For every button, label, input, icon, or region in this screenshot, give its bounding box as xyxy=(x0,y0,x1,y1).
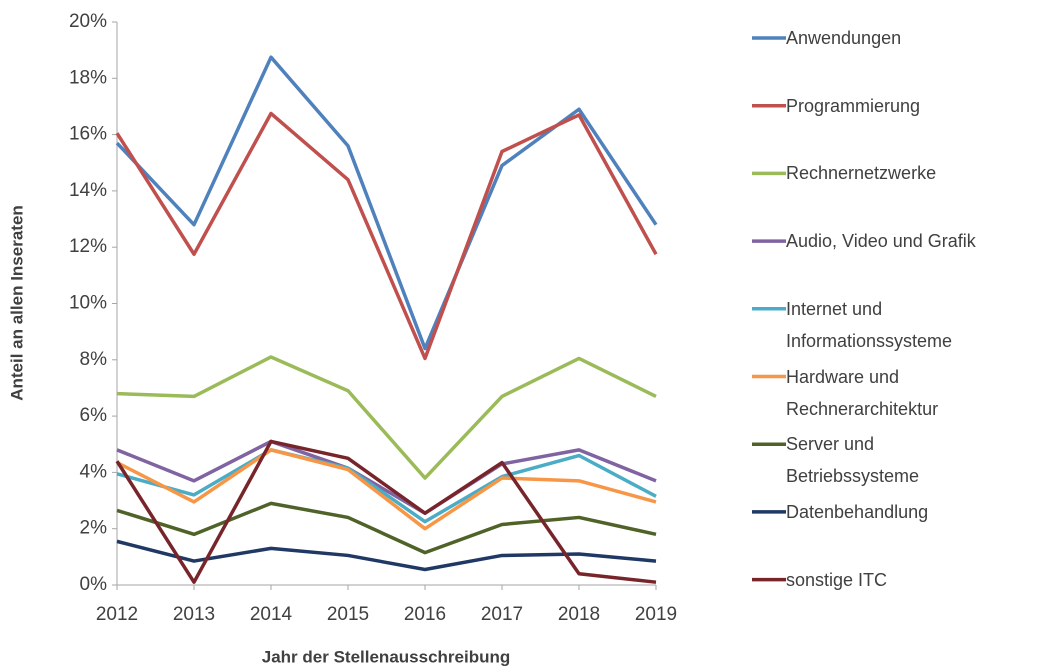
series-line xyxy=(116,448,657,531)
series-line xyxy=(115,439,657,584)
y-tick-label: 14% xyxy=(69,180,107,201)
legend-label: Anwendungen xyxy=(786,28,902,48)
legend-label: Datenbehandlung xyxy=(786,501,929,522)
x-tick-label: 2017 xyxy=(481,604,523,625)
x-tick-label: 2019 xyxy=(635,604,677,625)
x-tick-label: 2016 xyxy=(404,604,446,625)
y-tick-label: 12% xyxy=(69,236,107,257)
y-axis-title: Anteil an allen Inseraten xyxy=(7,205,26,401)
y-tick-label: 10% xyxy=(69,293,107,314)
x-tick-label: 2015 xyxy=(327,604,369,625)
series-line xyxy=(116,355,657,480)
y-tick-label: 18% xyxy=(69,67,107,88)
x-tick-label: 2014 xyxy=(250,604,293,625)
y-tick-label: 6% xyxy=(80,405,108,426)
x-axis-title: Jahr der Stellenausschreibung xyxy=(262,647,510,666)
x-tick-label: 2018 xyxy=(558,604,600,625)
series-line xyxy=(116,439,657,515)
y-tick-label: 16% xyxy=(69,124,107,145)
series-line xyxy=(115,111,658,361)
legend-label: Programmierung xyxy=(786,95,921,116)
legend-label: Rechnernetzwerke xyxy=(786,163,937,184)
legend-label: Audio, Video und Grafik xyxy=(786,231,976,252)
legend-label: Server und Betriebssysteme xyxy=(786,434,920,487)
legend-label: sonstige ITC xyxy=(786,569,888,590)
y-tick-label: 8% xyxy=(80,349,108,370)
series-line xyxy=(116,501,657,555)
x-tick-label: 2013 xyxy=(173,604,215,625)
series-line xyxy=(115,55,658,351)
y-tick-label: 2% xyxy=(80,518,108,539)
y-tick-label: 0% xyxy=(80,574,108,595)
x-tick-label: 2012 xyxy=(96,604,138,625)
series-line xyxy=(116,448,657,524)
legend-label: Internet und Informationssysteme xyxy=(786,298,953,351)
y-tick-label: 4% xyxy=(80,461,108,482)
legend-label: Hardware und Rechnerarchitektur xyxy=(786,366,939,419)
y-tick-label: 20% xyxy=(69,11,107,32)
